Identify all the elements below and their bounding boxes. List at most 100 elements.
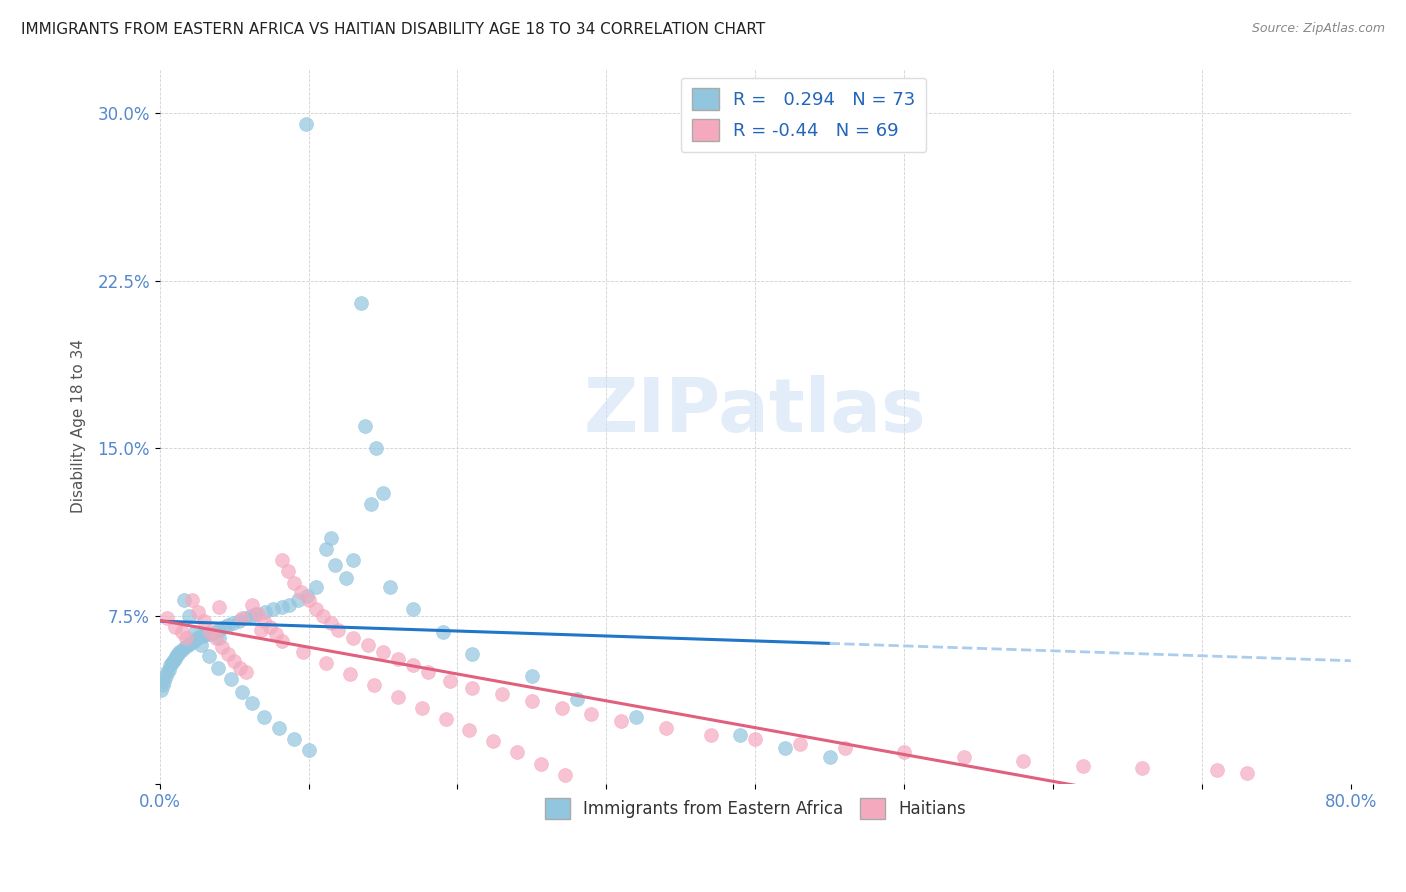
Point (371, 486, 394, 500)
Point (319, 531, 342, 545)
Point (253, 709, 276, 723)
Point (184, 624, 207, 639)
Point (789, 737, 811, 751)
Point (262, 602, 284, 616)
Point (198, 649, 221, 664)
Point (402, 602, 425, 616)
Point (163, 620, 186, 634)
Point (290, 584, 312, 599)
Point (162, 654, 184, 668)
Point (177, 638, 200, 652)
Point (150, 682, 173, 697)
Point (231, 685, 253, 699)
Point (387, 690, 409, 704)
Point (217, 647, 239, 661)
Point (744, 732, 766, 747)
Text: IMMIGRANTS FROM EASTERN AFRICA VS HAITIAN DISABILITY AGE 18 TO 34 CORRELATION CH: IMMIGRANTS FROM EASTERN AFRICA VS HAITIA… (21, 22, 765, 37)
Point (179, 609, 201, 624)
Point (699, 728, 721, 742)
Point (246, 607, 269, 621)
Text: Source: ZipAtlas.com: Source: ZipAtlas.com (1251, 22, 1385, 36)
Point (190, 638, 212, 652)
Point (270, 553, 292, 567)
Point (363, 678, 385, 692)
Text: ZIPatlas: ZIPatlas (583, 376, 927, 449)
Point (170, 642, 193, 657)
Point (254, 605, 277, 619)
Point (240, 598, 263, 612)
Point (207, 660, 229, 674)
Point (461, 647, 484, 661)
Point (173, 593, 195, 607)
Point (319, 615, 342, 630)
Point (283, 732, 305, 747)
Y-axis label: Disability Age 18 to 34: Disability Age 18 to 34 (72, 339, 86, 513)
Point (297, 593, 319, 607)
Point (170, 624, 193, 639)
Point (208, 632, 231, 646)
Point (155, 669, 177, 683)
Point (416, 665, 439, 679)
Point (1071, 759, 1094, 773)
Point (193, 614, 215, 628)
Point (163, 651, 186, 665)
Point (253, 614, 276, 628)
Point (461, 681, 484, 695)
Point (233, 611, 256, 625)
Point (952, 750, 974, 764)
Point (291, 645, 314, 659)
Point (277, 565, 299, 579)
Point (212, 620, 235, 634)
Point (434, 712, 457, 726)
Point (153, 673, 176, 688)
Point (387, 651, 409, 665)
Point (159, 658, 181, 673)
Point (156, 611, 179, 625)
Point (357, 638, 380, 652)
Point (342, 553, 364, 567)
Point (893, 746, 915, 760)
Point (200, 624, 222, 639)
Point (270, 600, 292, 615)
Point (315, 656, 337, 670)
Point (160, 656, 183, 670)
Point (295, 589, 318, 603)
Point (371, 645, 394, 659)
Point (228, 614, 250, 628)
Point (208, 623, 231, 637)
Point (152, 678, 174, 692)
Point (610, 714, 633, 728)
Point (278, 598, 301, 612)
Point (565, 691, 588, 706)
Point (208, 600, 231, 615)
Point (166, 647, 188, 661)
Point (834, 741, 856, 756)
Point (335, 571, 357, 585)
Point (240, 696, 263, 710)
Legend: Immigrants from Eastern Africa, Haitians: Immigrants from Eastern Africa, Haitians (538, 792, 973, 825)
Point (350, 296, 373, 310)
Point (360, 497, 382, 511)
Point (364, 442, 387, 456)
Point (264, 627, 287, 641)
Point (491, 687, 513, 701)
Point (181, 593, 204, 607)
Point (315, 542, 337, 557)
Point (624, 709, 647, 723)
Point (339, 667, 361, 681)
Point (530, 756, 553, 771)
Point (402, 658, 425, 673)
Point (219, 672, 242, 686)
Point (165, 649, 187, 664)
Point (180, 636, 202, 650)
Point (773, 741, 796, 756)
Point (224, 654, 246, 668)
Point (200, 627, 222, 641)
Point (1236, 765, 1258, 780)
Point (380, 580, 402, 594)
Point (482, 734, 505, 748)
Point (204, 624, 226, 639)
Point (187, 605, 209, 619)
Point (194, 627, 217, 641)
Point (229, 660, 252, 674)
